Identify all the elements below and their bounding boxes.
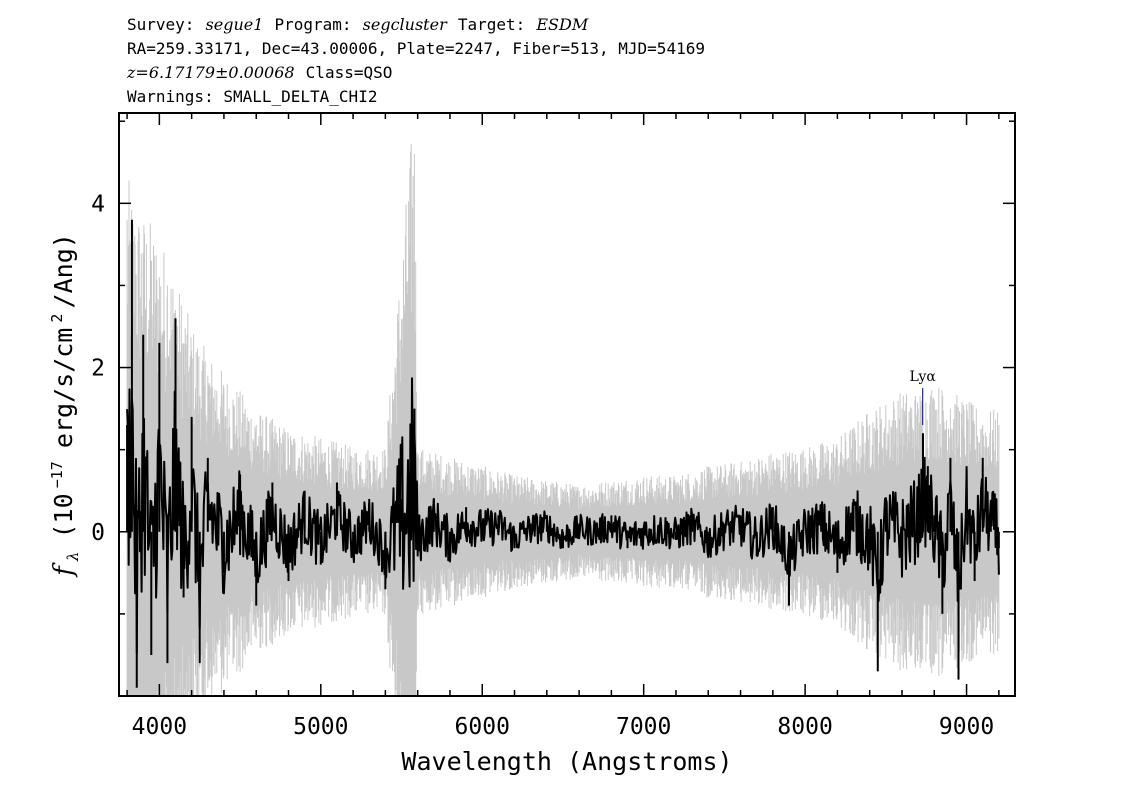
y-axis-units: erg/s/cm bbox=[49, 328, 78, 448]
header: Survey: segue1 Program: segcluster Targe… bbox=[126, 15, 705, 106]
y-axis-title: f λ (10 −17 erg/s/cm 2 /Ang) bbox=[47, 233, 82, 578]
class-value: Class=QSO bbox=[306, 63, 393, 82]
x-tick-label: 6000 bbox=[455, 714, 510, 740]
program-label: Program: bbox=[275, 15, 352, 34]
program-value: segcluster bbox=[363, 15, 448, 34]
target-label: Target: bbox=[458, 15, 525, 34]
warnings-line: Warnings: SMALL_DELTA_CHI2 bbox=[127, 87, 377, 106]
y-axis-subscript: λ bbox=[64, 552, 82, 563]
error-spectrum-line bbox=[126, 144, 1000, 696]
y-tick-label: 2 bbox=[91, 356, 105, 382]
plot-area: Lyα 4000 5000 6000 7000 8000 9000 0 2 4 bbox=[91, 112, 1016, 740]
plot-frame bbox=[118, 112, 1016, 697]
error-series bbox=[126, 144, 1000, 696]
y-tick-label: 0 bbox=[91, 520, 105, 546]
x-tick-label: 9000 bbox=[939, 714, 994, 740]
flux-series bbox=[126, 219, 1000, 688]
header-line-2: RA=259.33171, Dec=43.00006, Plate=2247, … bbox=[127, 39, 705, 58]
header-line-1: Survey: segue1 Program: segcluster Targe… bbox=[127, 15, 589, 34]
x-tick-label: 5000 bbox=[293, 714, 348, 740]
line-marker-label: Lyα bbox=[909, 369, 936, 385]
y-axis-title-text: f λ (10 −17 erg/s/cm 2 /Ang) bbox=[47, 233, 82, 578]
annotations: Lyα bbox=[909, 369, 936, 426]
x-tick-label: 7000 bbox=[616, 714, 671, 740]
y-axis-symbol: f bbox=[49, 562, 79, 578]
survey-value: segue1 bbox=[206, 15, 264, 34]
y-axis-exponent: −17 bbox=[48, 461, 66, 488]
y-axis-exponent-2: 2 bbox=[48, 314, 66, 323]
header-line-3: z=6.17179±0.00068 Class=QSO bbox=[126, 63, 392, 82]
x-tick-label: 4000 bbox=[132, 714, 187, 740]
axis-tick-labels: 4000 5000 6000 7000 8000 9000 0 2 4 bbox=[91, 191, 994, 740]
x-tick-label: 8000 bbox=[777, 714, 832, 740]
y-axis-prefix: (10 bbox=[49, 493, 78, 538]
y-axis-suffix: /Ang) bbox=[49, 233, 78, 308]
target-value: ESDM bbox=[535, 15, 588, 34]
y-tick-label: 4 bbox=[91, 191, 105, 217]
survey-label: Survey: bbox=[127, 15, 194, 34]
x-axis-title: Wavelength (Angstroms) bbox=[401, 747, 732, 776]
axis-ticks bbox=[119, 113, 1015, 697]
redshift-value: z=6.17179±0.00068 bbox=[126, 63, 295, 82]
